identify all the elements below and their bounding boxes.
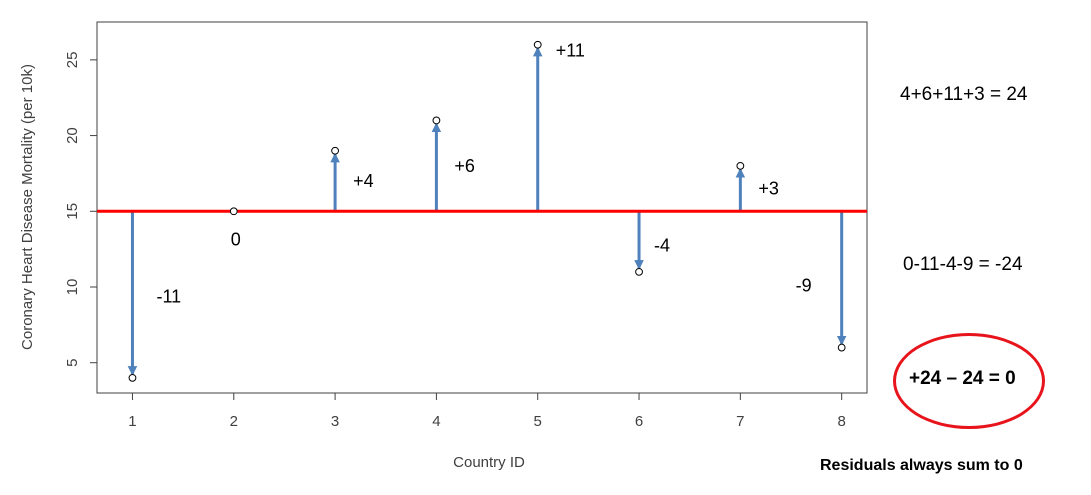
x-axis-label: Country ID — [453, 454, 525, 471]
negative-residuals-sum: 0-11-4-9 = -24 — [903, 254, 1023, 275]
y-tick-label: 15 — [64, 203, 81, 220]
conclusion-text: Residuals always sum to 0 — [820, 457, 1023, 474]
data-points — [128, 40, 846, 382]
data-point — [432, 116, 441, 125]
x-tick-label: 5 — [534, 413, 542, 430]
y-tick-label: 25 — [64, 52, 81, 69]
x-tick-label: 1 — [128, 413, 136, 430]
residual-arrows — [127, 46, 847, 376]
x-tick-label: 2 — [230, 413, 238, 430]
residual-label: +11 — [556, 41, 585, 61]
y-tick-label: 10 — [64, 279, 81, 296]
residual-label: +3 — [758, 179, 779, 199]
residuals-total: +24 – 24 = 0 — [909, 368, 1016, 389]
x-axis: 1 2 3 4 5 6 7 8 — [128, 393, 846, 430]
x-tick-label: 7 — [736, 413, 744, 430]
data-point — [533, 40, 542, 49]
x-tick-label: 8 — [837, 413, 845, 430]
residual-label: +4 — [353, 171, 374, 191]
data-point — [837, 343, 846, 352]
plot-frame — [96, 21, 868, 394]
data-point — [635, 267, 643, 276]
residual-label: -11 — [156, 286, 181, 306]
residual-label: +6 — [454, 156, 475, 176]
y-tick-label: 20 — [64, 127, 81, 144]
x-tick-label: 6 — [635, 413, 643, 430]
residual-label: -4 — [654, 235, 670, 255]
data-point — [128, 373, 137, 382]
residual-label: -9 — [796, 275, 812, 295]
y-axis: 5 10 15 20 25 — [64, 52, 97, 367]
x-tick-label: 4 — [432, 413, 440, 430]
residual-labels: -11 0 +4 +6 +11 -4 +3 -9 — [156, 41, 811, 307]
data-point — [229, 207, 238, 216]
positive-residuals-sum: 4+6+11+3 = 24 — [900, 84, 1028, 105]
data-point — [736, 161, 745, 170]
highlight-circle — [893, 333, 1045, 429]
data-point — [331, 146, 339, 155]
y-tick-label: 5 — [64, 359, 81, 367]
x-tick-label: 3 — [331, 413, 339, 430]
y-axis-label: Coronary Heart Disease Mortality (per 10… — [19, 64, 36, 350]
residual-label: 0 — [231, 229, 241, 249]
